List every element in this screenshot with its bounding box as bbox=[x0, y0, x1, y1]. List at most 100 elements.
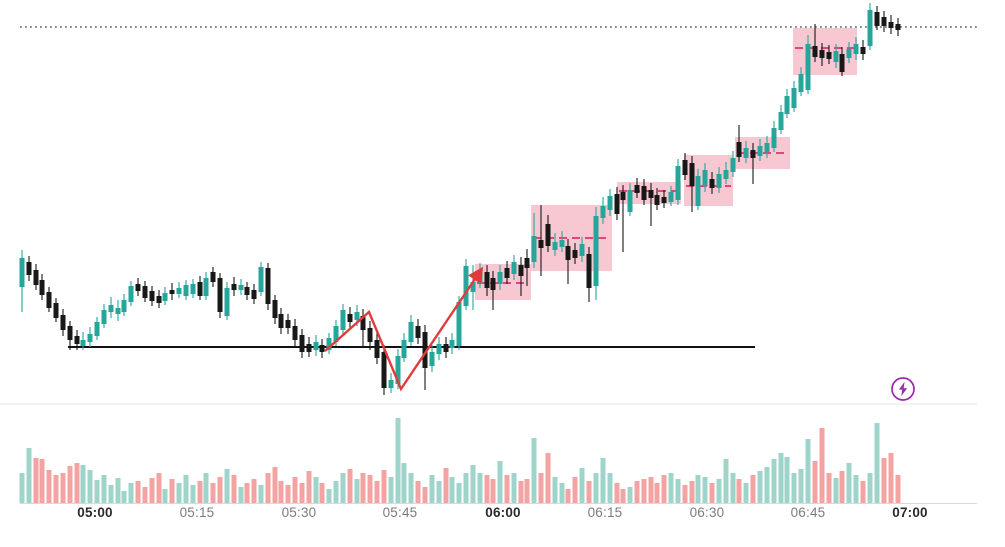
candle-body bbox=[135, 284, 141, 291]
volume-bar bbox=[702, 477, 708, 503]
volume-bar bbox=[874, 423, 880, 503]
candle-body bbox=[19, 258, 25, 287]
volume-bar bbox=[422, 487, 428, 503]
candle-body bbox=[422, 332, 428, 368]
candle-body bbox=[39, 280, 45, 295]
volume-bar bbox=[627, 487, 633, 503]
volume-bar bbox=[641, 479, 647, 503]
candle-body bbox=[33, 270, 39, 285]
volume-bar bbox=[374, 481, 380, 503]
volume-bar bbox=[477, 473, 483, 503]
candle-body bbox=[614, 194, 620, 214]
candle-body bbox=[778, 112, 784, 130]
volume-bar bbox=[456, 483, 462, 503]
volume-bar bbox=[162, 489, 168, 503]
volume-bar bbox=[401, 463, 407, 503]
volume-bar bbox=[67, 466, 73, 503]
volume-bar bbox=[381, 470, 387, 503]
candle-body bbox=[367, 328, 373, 342]
candle-body bbox=[74, 336, 80, 344]
candle-body bbox=[80, 340, 86, 346]
candle-body bbox=[675, 166, 681, 200]
volume-bar bbox=[593, 473, 599, 503]
candle-body bbox=[285, 320, 291, 328]
candle-body bbox=[108, 305, 114, 312]
candle-body bbox=[319, 345, 325, 352]
volume-bar bbox=[490, 479, 496, 503]
volume-bar bbox=[778, 453, 784, 503]
volume-bar bbox=[757, 471, 763, 503]
volume-bar bbox=[101, 475, 107, 503]
candle-body bbox=[771, 128, 777, 148]
volume-bar bbox=[285, 485, 291, 503]
x-axis-label-05-30: 05:30 bbox=[281, 505, 317, 520]
volume-bar bbox=[497, 461, 503, 503]
volume-bar bbox=[784, 457, 790, 503]
candle-body bbox=[798, 74, 804, 92]
candle-body bbox=[340, 310, 346, 330]
candle-body bbox=[238, 285, 244, 290]
volume-bar bbox=[791, 473, 797, 503]
candle-body bbox=[750, 150, 756, 158]
volume-bar bbox=[689, 481, 695, 503]
x-axis-label-06-00: 06:00 bbox=[485, 505, 521, 520]
volume-bar bbox=[463, 473, 469, 503]
volume-bar bbox=[771, 459, 777, 503]
candle-body bbox=[853, 44, 859, 54]
candle-body bbox=[210, 272, 216, 282]
candle-body bbox=[306, 344, 312, 352]
volume-bar bbox=[354, 479, 360, 503]
volume-bar bbox=[278, 481, 284, 503]
volume-bar bbox=[347, 469, 353, 503]
volume-bar bbox=[217, 477, 223, 503]
volume-bar bbox=[436, 481, 442, 503]
lightning-bolt-button[interactable] bbox=[890, 376, 916, 402]
candle-body bbox=[244, 287, 250, 295]
volume-bar bbox=[80, 465, 86, 503]
time-axis[interactable]: 05:00 05:15 05:30 05:45 06:00 06:15 06:30 06:45… bbox=[0, 505, 1005, 527]
volume-bar bbox=[812, 461, 818, 503]
candle-body bbox=[313, 342, 319, 350]
candle-body bbox=[333, 326, 339, 342]
candle-body bbox=[545, 224, 551, 246]
volume-bar bbox=[258, 485, 264, 503]
supply-zone-6[interactable] bbox=[793, 28, 857, 75]
candle-body bbox=[572, 250, 578, 258]
candle-body bbox=[94, 322, 100, 336]
candle-body bbox=[784, 96, 790, 114]
candle-body bbox=[203, 278, 209, 296]
volume-bar bbox=[654, 483, 660, 503]
volume-bar bbox=[169, 479, 175, 503]
volume-bar bbox=[299, 483, 305, 503]
x-axis-label-05-00: 05:00 bbox=[77, 505, 113, 520]
candle-body bbox=[743, 148, 749, 158]
trend-zigzag-line[interactable] bbox=[324, 266, 484, 392]
candle-body bbox=[224, 288, 230, 316]
volume-bar bbox=[545, 453, 551, 503]
candle-body bbox=[819, 50, 825, 58]
candle-body bbox=[101, 310, 107, 324]
volume-bar bbox=[586, 481, 592, 503]
volume-bar bbox=[26, 448, 32, 503]
candle-body bbox=[702, 170, 708, 186]
candle-body bbox=[449, 340, 455, 348]
candle-body bbox=[278, 314, 284, 328]
volume-bar bbox=[340, 473, 346, 503]
volume-bar bbox=[552, 477, 558, 503]
candle-body bbox=[360, 316, 366, 330]
candle-body bbox=[600, 206, 606, 218]
volume-bar bbox=[176, 483, 182, 503]
candle-body bbox=[648, 190, 654, 198]
volume-bar bbox=[867, 473, 873, 503]
candle-body bbox=[888, 22, 894, 28]
candle-body bbox=[401, 340, 407, 358]
volume-bar bbox=[19, 473, 25, 503]
candle-body bbox=[497, 272, 503, 284]
candle-body bbox=[757, 146, 763, 156]
volume-bar bbox=[764, 467, 770, 503]
candle-body bbox=[484, 272, 490, 288]
candle-body bbox=[812, 46, 818, 57]
candle-body bbox=[538, 240, 544, 248]
candle-body bbox=[408, 322, 414, 342]
